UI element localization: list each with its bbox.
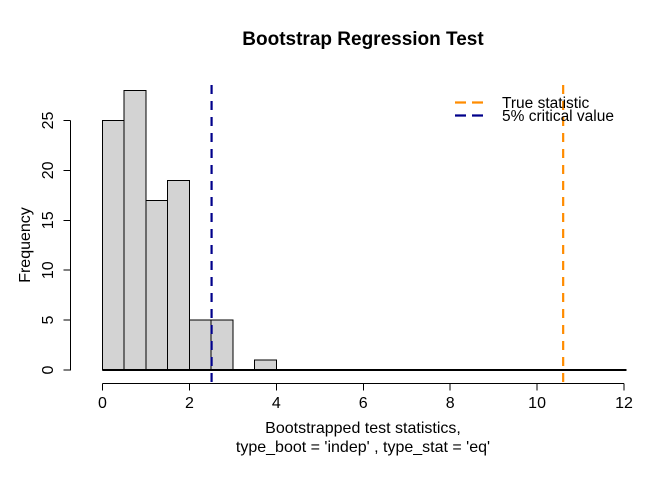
y-axis-label: Frequency bbox=[17, 207, 34, 283]
histogram-bar bbox=[123, 90, 147, 371]
y-tick-label: 10 bbox=[40, 261, 57, 279]
histogram-bar bbox=[210, 319, 234, 371]
legend-label: 5% critical value bbox=[502, 108, 614, 125]
x-tick-label: 8 bbox=[446, 395, 455, 412]
y-tick-label: 0 bbox=[40, 365, 57, 374]
x-tick-label: 0 bbox=[98, 395, 107, 412]
histogram-bar bbox=[188, 319, 212, 371]
legend-label: True statistic bbox=[502, 95, 590, 112]
x-tick-label: 4 bbox=[272, 395, 281, 412]
x-axis-label: Bootstrapped test statistics, bbox=[265, 420, 461, 437]
y-tick-label: 25 bbox=[40, 112, 57, 130]
histogram-bar bbox=[102, 120, 125, 371]
x-tick-label: 2 bbox=[185, 395, 194, 412]
y-tick-label: 5 bbox=[40, 316, 57, 325]
chart-title: Bootstrap Regression Test bbox=[242, 29, 484, 50]
y-tick-label: 15 bbox=[40, 211, 57, 229]
histogram-bar bbox=[167, 179, 190, 371]
histogram-bar bbox=[254, 359, 277, 371]
x-tick-label: 12 bbox=[615, 395, 633, 412]
x-tick-label: 10 bbox=[528, 395, 546, 412]
x-tick-label: 6 bbox=[359, 395, 368, 412]
y-tick-label: 20 bbox=[40, 161, 57, 179]
histogram-bar bbox=[145, 199, 169, 371]
x-axis-label: type_boot = 'indep' , type_stat = 'eq' bbox=[236, 439, 490, 456]
